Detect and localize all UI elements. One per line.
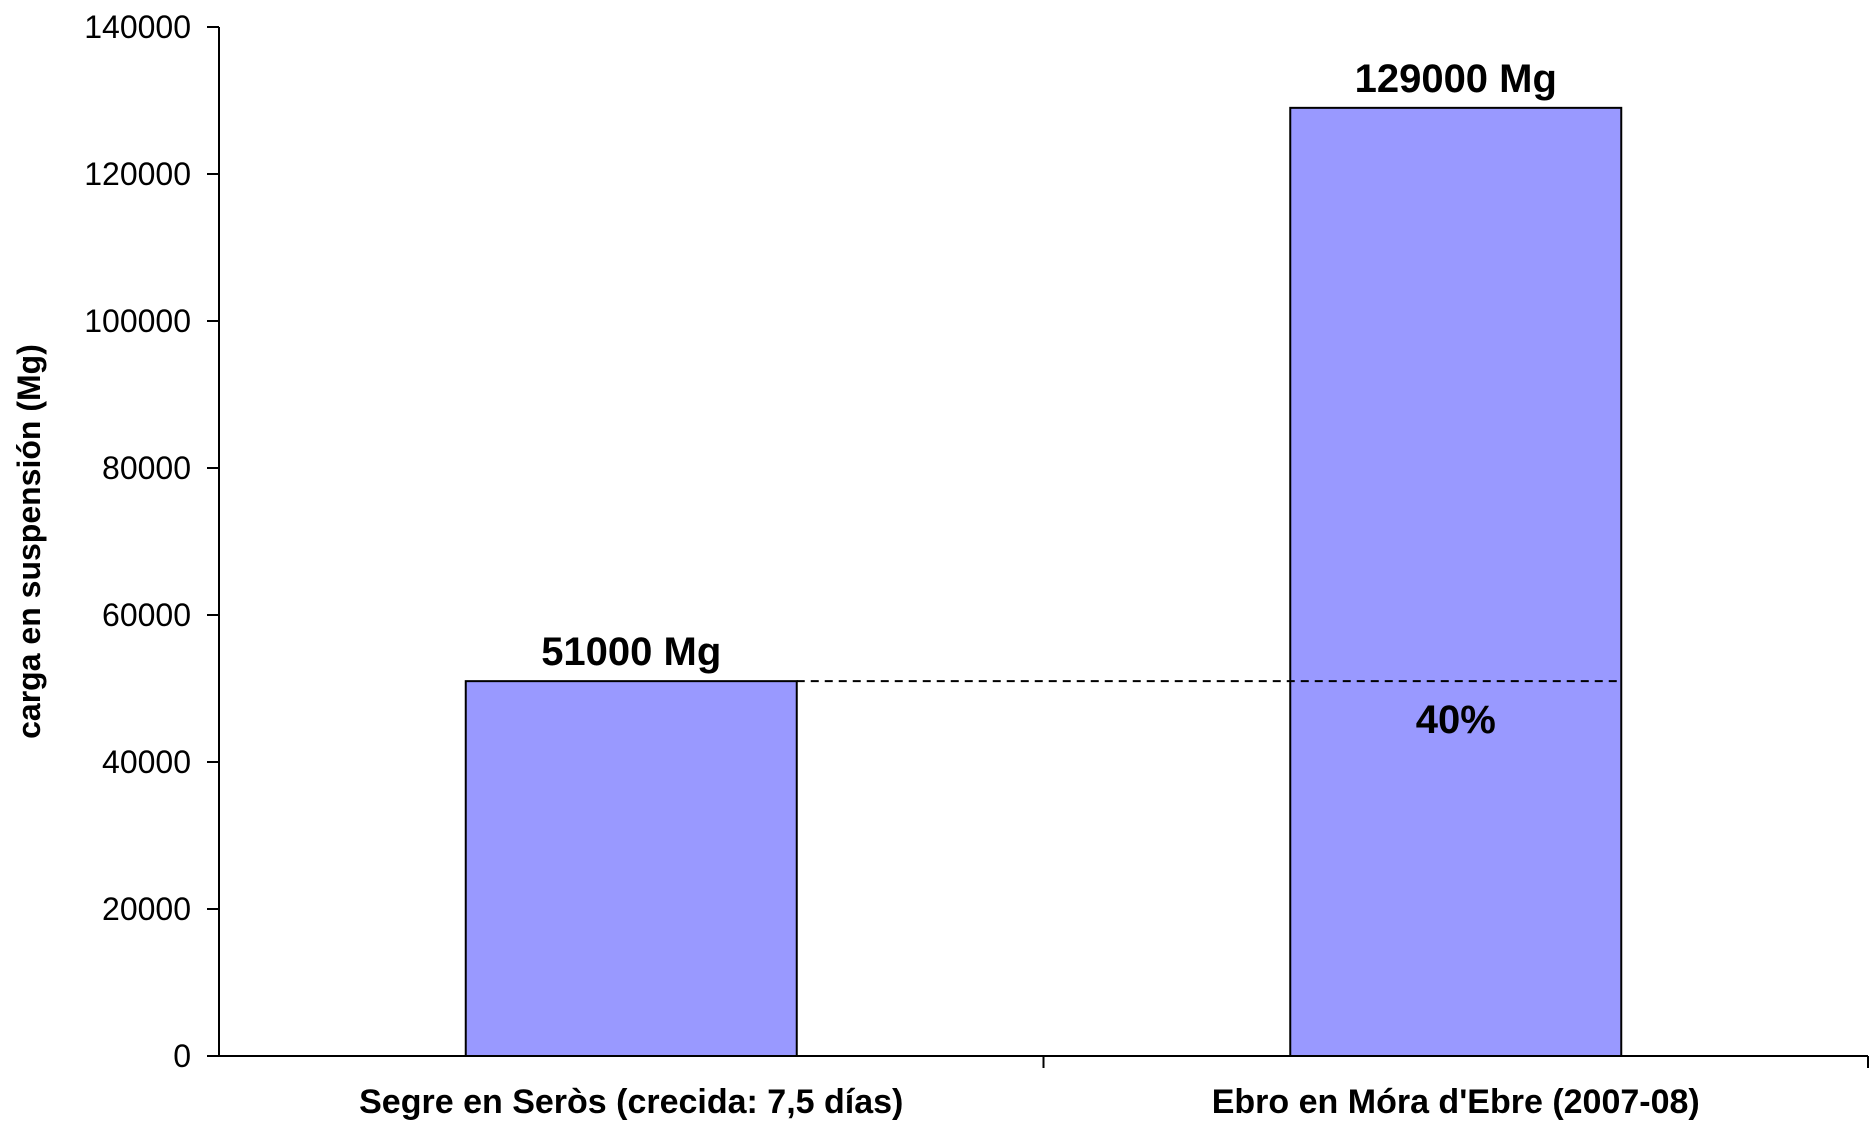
y-ticks-group: 0 20000 40000 60000 80000 100000 120000 140000 xyxy=(84,9,219,1074)
y-tick-label: 60000 xyxy=(102,597,191,633)
y-tick-label: 140000 xyxy=(84,9,191,45)
data-label: 129000 Mg xyxy=(1355,57,1557,101)
data-label: 51000 Mg xyxy=(541,630,721,674)
bars-group xyxy=(464,106,1623,1058)
y-tick-label: 100000 xyxy=(84,303,191,339)
category-label: Ebro en Móra d'Ebre (2007-08) xyxy=(1212,1083,1700,1121)
y-tick-label: 20000 xyxy=(102,891,191,927)
category-label: Segre en Seròs (crecida: 7,5 días) xyxy=(359,1083,903,1121)
data-labels-group: 51000 Mg 129000 Mg xyxy=(541,57,1557,674)
x-ticks-group xyxy=(1042,1056,1869,1068)
y-tick-label: 120000 xyxy=(84,156,191,192)
percentage-annotation: 40% xyxy=(1416,698,1496,742)
y-tick-label: 80000 xyxy=(102,450,191,486)
bar xyxy=(1289,106,1623,1058)
y-tick-label: 0 xyxy=(173,1038,191,1074)
y-axis-title: carga en suspensión (Mg) xyxy=(11,344,47,739)
y-tick-label: 40000 xyxy=(102,744,191,780)
category-labels-group: Segre en Seròs (crecida: 7,5 días) Ebro e… xyxy=(359,1083,1700,1121)
bar xyxy=(464,680,798,1058)
